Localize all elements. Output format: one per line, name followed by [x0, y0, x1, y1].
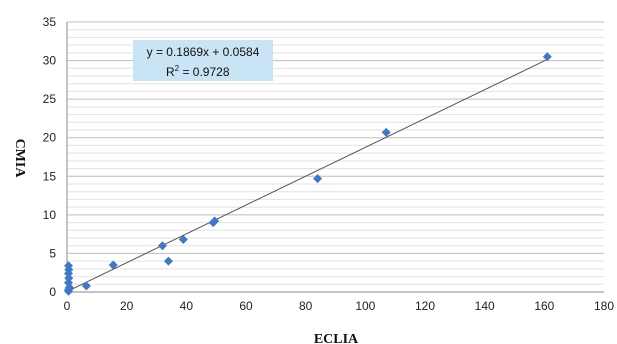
y-tick-label: 15	[43, 169, 57, 183]
data-point	[63, 261, 73, 271]
x-tick-label: 140	[475, 299, 495, 313]
data-point	[313, 174, 323, 184]
data-points	[63, 52, 552, 296]
x-tick-label: 60	[239, 299, 253, 313]
x-tick-label: 160	[534, 299, 554, 313]
y-axis-title: CMIA	[12, 139, 27, 179]
equation-box: y = 0.1869x + 0.0584 R2 = 0.9728	[133, 40, 273, 81]
x-tick-label: 40	[180, 299, 194, 313]
y-tick-label: 20	[43, 131, 57, 145]
x-tick-label: 0	[64, 299, 71, 313]
r-squared-label: R2 = 0.9728	[166, 64, 230, 79]
trendline	[66, 58, 548, 292]
y-tick-label: 25	[43, 92, 57, 106]
gridlines	[67, 21, 604, 285]
r-squared-value: = 0.9728	[179, 65, 230, 79]
data-point	[381, 127, 391, 137]
x-tick-label: 120	[415, 299, 435, 313]
y-tick-label: 0	[49, 285, 56, 299]
x-tick-label: 100	[355, 299, 375, 313]
x-tick-label: 20	[120, 299, 134, 313]
r-squared-superscript: 2	[175, 64, 180, 73]
data-point	[81, 281, 91, 291]
y-tick-label: 35	[43, 15, 57, 29]
data-point	[210, 216, 220, 226]
data-point	[163, 256, 173, 266]
y-tick-label: 30	[43, 54, 57, 68]
trendline-layer	[66, 58, 548, 292]
data-point	[178, 235, 188, 245]
trendline-equation: y = 0.1869x + 0.0584	[147, 45, 260, 59]
x-axis-title: ECLIA	[314, 332, 359, 344]
tick-labels: 0 20 40 60 80 100 120 140 160 180 0 5 10 15 20 25 30 35	[43, 15, 615, 313]
axes	[66, 22, 604, 293]
equation-box-background	[133, 40, 273, 81]
y-tick-label: 10	[43, 208, 57, 222]
r-squared-symbol: R	[166, 65, 175, 79]
x-tick-label: 80	[299, 299, 313, 313]
data-point	[542, 52, 552, 62]
data-point	[157, 241, 167, 251]
data-point	[108, 260, 118, 270]
y-tick-label: 5	[49, 246, 56, 260]
x-tick-label: 180	[594, 299, 614, 313]
